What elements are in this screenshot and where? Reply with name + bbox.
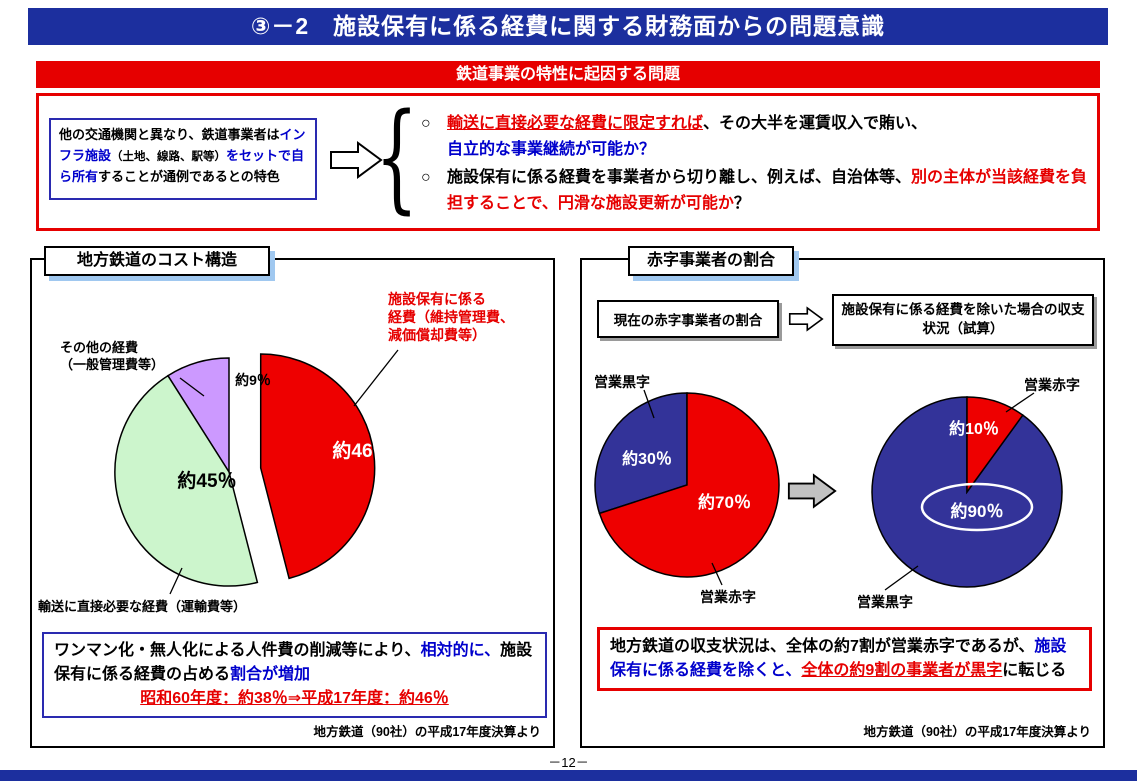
callout-line-deficit1 <box>711 562 723 586</box>
deficit-label-2: 営業赤字 <box>1024 377 1080 393</box>
bullet1-plain: 、その大半を運賃収入で賄い、 <box>703 115 928 132</box>
deficit-note-plain1: 地方鉄道の収支状況は、全体の約7割が営業赤字であるが、 <box>610 638 1035 655</box>
pie-slice <box>114 374 259 587</box>
feature-text-3: （土地、線路、駅等） <box>111 150 227 163</box>
deficit-note-plain2: に転じる <box>1002 662 1067 679</box>
bullet-facility-costs: ○ 施設保有に係る経費を事業者から切り離し、例えば、自治体等、別の主体が当該経費… <box>421 165 1093 216</box>
cost-structure-pie-chart <box>114 349 399 595</box>
cost-note-plain2: の占める <box>166 666 231 683</box>
cost-note-term: 施設保有に係る経費 <box>54 642 533 683</box>
other-cost-label: その他の経費 （一般管理費等） <box>60 340 210 374</box>
excluded-ratio-header: 施設保有に係る経費を除いた場合の収支状況（試算） <box>832 294 1094 346</box>
transport-cost-label: 輸送に直接必要な経費（運輸費等） <box>38 599 247 614</box>
right-arrow-icon <box>787 473 837 509</box>
facility-cost-label: 施設保有に係る 経費（維持管理費、 減価償却費等） <box>388 290 556 345</box>
right-arrow-shape <box>330 141 383 179</box>
cost-note-blue1: 相対的に、 <box>420 642 501 659</box>
bullet1-text: 輸送に直接必要な経費に限定すれば、その大半を運賃収入で賄い、自立的な事業継続が可… <box>447 111 927 162</box>
pie-slice <box>598 392 780 578</box>
callout-line-surplus2 <box>884 565 919 591</box>
left-brace-glyph: { <box>375 88 419 226</box>
facility-pct-value: 約46％ <box>332 441 392 462</box>
bullet1-emphasis-blue: 自立的な事業継続が可能か？ <box>447 140 656 158</box>
pie-slice <box>259 353 376 580</box>
bullet2-plain: 施設保有に係る経費を事業者から切り離し、例えば、自治体等、 <box>447 169 912 187</box>
deficit-panel-title: 赤字事業者の割合 <box>628 246 794 276</box>
bullet2-question: ？ <box>733 194 750 212</box>
facility-cost-label-line2: 経費（維持管理費、 <box>388 309 514 326</box>
cost-source-caption: 地方鉄道（90社）の平成17年度決算より <box>313 725 541 739</box>
callout-line-transport <box>169 567 183 595</box>
surplus-label-1: 営業黒字 <box>594 374 650 390</box>
feature-text-4: をセットで自ら所有 <box>59 147 305 184</box>
pct-30-value: 約30％ <box>622 451 672 468</box>
feature-text-5: することが通例であるとの特色 <box>98 168 280 184</box>
facility-cost-label-line3: 減価償却費等） <box>388 327 486 344</box>
other-cost-label-line1: その他の経費 <box>60 340 139 355</box>
current-ratio-header: 現在の赤字事業者の割合 <box>597 300 779 338</box>
pie-slice <box>966 396 1024 495</box>
callout-line-surplus1 <box>643 389 655 419</box>
pct-90-value: 約90％ <box>950 502 1004 521</box>
bullet-transport-costs: ○ 輸送に直接必要な経費に限定すれば、その大半を運賃収入で賄い、自立的な事業継続… <box>421 111 1093 162</box>
bullet1-emphasis-red: 輸送に直接必要な経費に限定すれば <box>447 115 704 132</box>
bullet-marker-icon: ○ <box>421 115 431 132</box>
page-title: ③－2 施設保有に係る経費に関する財務面からの問題意識 <box>28 8 1108 45</box>
deficit-source-caption: 地方鉄道（90社）の平成17年度決算より <box>863 725 1091 739</box>
other-cost-label-line2: （一般管理費等） <box>60 356 165 372</box>
pie-slice <box>594 392 688 515</box>
bullet-marker-icon: ○ <box>421 169 431 187</box>
cost-note-blue2: 割合が増加 <box>230 666 311 683</box>
right-arrow-shape <box>787 473 837 509</box>
right-arrow-icon <box>330 141 383 179</box>
cost-panel-title: 地方鉄道のコスト構造 <box>44 246 270 276</box>
feature-text-2: インフラ施設 <box>59 127 306 163</box>
facility-cost-label-line1: 施設保有に係る <box>388 291 486 307</box>
bottom-border-bar <box>0 770 1137 781</box>
transport-pct-value: 約45％ <box>177 471 237 492</box>
page-number: －12－ <box>548 755 589 770</box>
problem-section: 他の交通機関と異なり、鉄道事業者はインフラ施設（土地、線路、駅等）をセットで自ら… <box>36 93 1100 231</box>
cost-note-plain1: ワンマン化・無人化による人件費の削減等により、 <box>54 642 421 659</box>
problem-bullets: ○ 輸送に直接必要な経費に限定すれば、その大半を運賃収入で賄い、自立的な事業継続… <box>421 111 1093 216</box>
right-arrow-shape <box>788 306 824 332</box>
callout-line-other <box>179 377 205 397</box>
bullet2-text: 施設保有に係る経費を事業者から切り離し、例えば、自治体等、別の主体が当該経費を負… <box>447 165 1093 216</box>
problem-section-banner: 鉄道事業の特性に起因する問題 <box>36 61 1100 88</box>
cost-note-box: ワンマン化・無人化による人件費の削減等により、相対的に、施設保有に係る経費の占め… <box>42 632 547 718</box>
deficit-note-red: 全体の約9割の事業者が黒字 <box>801 662 1003 679</box>
feature-text-1: 他の交通機関と異なり、鉄道事業者は <box>59 127 280 142</box>
current-deficit-pie-chart <box>594 389 780 586</box>
callout-line-deficit2 <box>1005 392 1035 413</box>
deficit-label-1: 営業赤字 <box>700 589 756 605</box>
feature-description-box: 他の交通機関と異なり、鉄道事業者はインフラ施設（土地、線路、駅等）をセットで自ら… <box>49 118 317 200</box>
right-arrow-icon <box>788 306 824 332</box>
deficit-note-blue: 施設保有に係る経費を除くと、 <box>610 638 1067 679</box>
pct-10-value: 約10％ <box>949 421 999 438</box>
cost-structure-panel: 地方鉄道のコスト構造 施設保有に係る 経費（維持管理費、 減価償却費等） その他… <box>30 246 556 748</box>
callout-line-facility <box>353 349 399 407</box>
surplus-label-2: 営業黒字 <box>857 594 913 610</box>
bullet2-emphasis-red: 別の主体が当該経費を負担することで、円滑な施設更新が可能か <box>447 169 1088 212</box>
pct-70-value: 約70％ <box>698 493 751 512</box>
deficit-ratio-panel: 赤字事業者の割合 現在の赤字事業者の割合 施設保有に係る経費を除いた場合の収支状… <box>580 246 1105 748</box>
excluded-deficit-pie-chart <box>871 392 1063 591</box>
cost-comparison-line: 昭和60年度：約38％⇒平成17年度：約46％ <box>140 690 449 707</box>
deficit-note-box: 地方鉄道の収支状況は、全体の約7割が営業赤字であるが、施設保有に係る経費を除くと… <box>597 627 1092 691</box>
ninety-pct-highlight-ellipse <box>920 482 1034 532</box>
other-pct-value: 約9％ <box>235 372 271 388</box>
